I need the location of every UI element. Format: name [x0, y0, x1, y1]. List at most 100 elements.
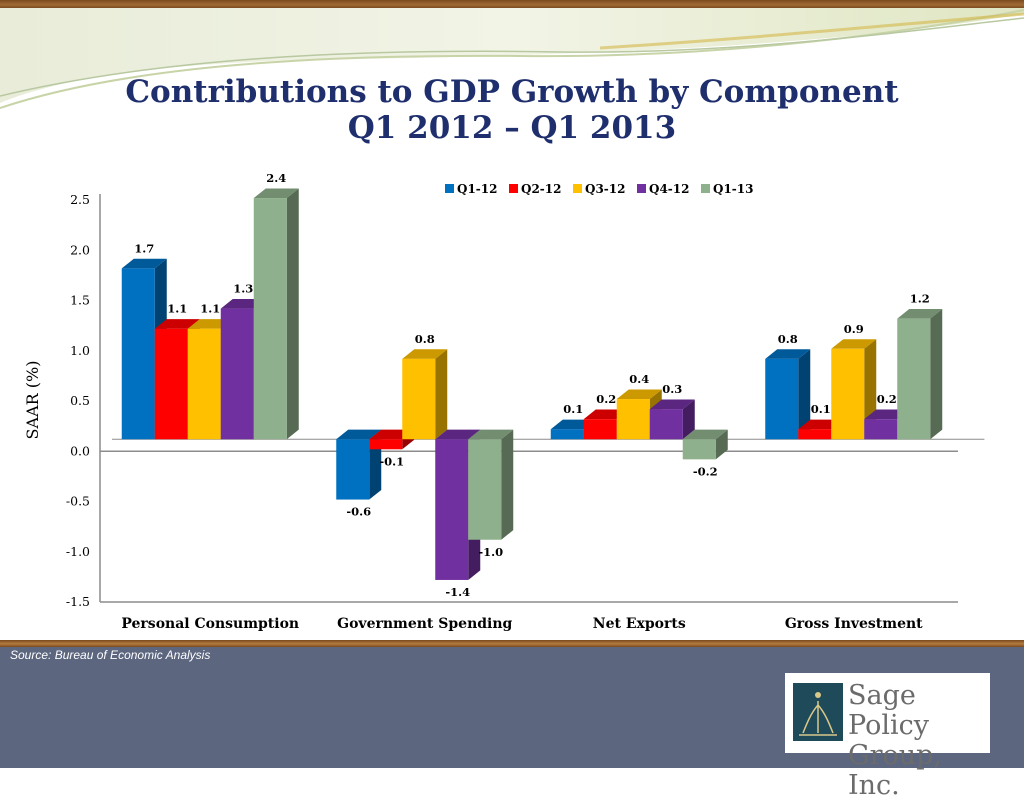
logo-mark-icon: [793, 683, 843, 741]
bar-top: [649, 399, 695, 410]
logo-line-2: Group, Inc.: [848, 740, 942, 801]
bar-top: [682, 429, 728, 440]
bar-front: [765, 358, 799, 440]
category-label: Personal Consumption: [121, 616, 299, 632]
bar-side: [798, 349, 811, 440]
data-label: 0.2: [877, 392, 897, 406]
bar: [765, 349, 811, 440]
company-logo: Sage Policy Group, Inc.: [785, 673, 990, 801]
legend-swatch: [509, 184, 518, 193]
bar-side: [435, 349, 448, 440]
bar-front: [550, 429, 584, 440]
data-label: 1.7: [134, 241, 154, 255]
bar-top: [616, 389, 662, 400]
title-line-2: Q1 2012 – Q1 2013: [347, 110, 677, 146]
bar-front: [649, 409, 683, 440]
y-tick-label: 1.0: [70, 343, 90, 358]
bar-front: [831, 348, 865, 440]
bar-front: [253, 198, 287, 440]
data-label: 0.1: [811, 402, 831, 416]
bar-side: [286, 188, 299, 440]
bar-front: [369, 439, 403, 450]
bar-front: [583, 419, 617, 440]
data-label: 0.2: [596, 392, 616, 406]
bar-top: [897, 309, 943, 319]
y-tick-label: -1.0: [66, 544, 90, 559]
data-label: 2.4: [266, 171, 286, 185]
y-tick-label: -0.5: [66, 494, 90, 509]
legend-swatch: [701, 184, 710, 193]
bar-front: [682, 439, 716, 460]
bar: [468, 429, 514, 540]
category-label: Net Exports: [593, 616, 686, 632]
bar-top: [336, 429, 382, 440]
data-label: 1.1: [167, 302, 187, 316]
legend-entry: Q1-12: [457, 182, 497, 196]
chart-title: Contributions to GDP Growth by Component…: [0, 74, 1024, 146]
data-label: -1.4: [445, 585, 470, 599]
data-label: 1.1: [200, 302, 220, 316]
bar-front: [616, 399, 650, 440]
data-label: -1.0: [478, 545, 503, 559]
data-label: -0.1: [379, 454, 404, 468]
bar-top: [154, 319, 200, 329]
data-label: -0.6: [346, 505, 371, 519]
data-label: 0.1: [563, 402, 583, 416]
bar-top: [435, 429, 481, 440]
bar: [336, 429, 382, 500]
bar: [253, 188, 299, 440]
y-tick-label: 0.5: [70, 393, 90, 408]
bar: [682, 429, 728, 460]
title-line-1: Contributions to GDP Growth by Component: [125, 74, 899, 110]
legend-entry: Q3-12: [585, 182, 625, 196]
y-tick-label: 0.0: [70, 443, 90, 458]
top-border: [0, 0, 1024, 8]
bar-front: [336, 439, 370, 500]
category-label: Gross Investment: [785, 616, 923, 632]
footer-band: Source: Bureau of Economic Analysis Sage…: [0, 640, 1024, 801]
bar-front: [402, 358, 436, 440]
data-label: 0.3: [662, 382, 682, 396]
logo-line-1: Sage Policy: [848, 680, 929, 741]
data-label: 0.8: [778, 332, 798, 346]
decorative-swoosh: [0, 8, 1024, 109]
y-tick-label: 2.5: [70, 192, 90, 207]
bar-front: [220, 308, 254, 440]
bar-side: [501, 429, 514, 540]
bar-top: [468, 429, 514, 440]
legend-entry: Q1-13: [713, 182, 753, 196]
legend-entry: Q4-12: [649, 182, 689, 196]
bar: [121, 258, 167, 440]
bar: [831, 339, 877, 440]
bar-front: [121, 268, 155, 440]
bar-front: [798, 429, 832, 440]
y-axis-label: SAAR (%): [23, 361, 42, 440]
bar-top: [765, 349, 811, 359]
logo-text: Sage Policy Group, Inc.: [848, 681, 990, 801]
y-tick-label: 2.0: [70, 242, 90, 257]
bar-side: [715, 429, 728, 460]
bar-front: [897, 318, 931, 440]
legend-swatch: [445, 184, 454, 193]
bar-top: [121, 258, 167, 269]
bar: [402, 349, 448, 440]
bar: [897, 309, 943, 440]
category-label: Government Spending: [337, 616, 512, 632]
data-label: 0.4: [629, 372, 649, 386]
bar-front: [154, 328, 188, 440]
bar: [649, 399, 695, 440]
data-label: 1.2: [910, 292, 930, 306]
bar-front: [864, 419, 898, 440]
y-tick-label: 1.5: [70, 293, 90, 308]
legend-swatch: [573, 184, 582, 193]
source-note: Source: Bureau of Economic Analysis: [10, 648, 211, 662]
legend-entry: Q2-12: [521, 182, 561, 196]
data-label: 0.9: [844, 322, 864, 336]
bar-front: [187, 328, 221, 440]
data-label: 0.8: [415, 332, 435, 346]
bar-top: [402, 349, 448, 359]
bar-side: [930, 309, 943, 440]
data-label: -0.2: [693, 464, 718, 478]
data-label: 1.3: [233, 282, 253, 296]
bar-top: [253, 188, 299, 199]
